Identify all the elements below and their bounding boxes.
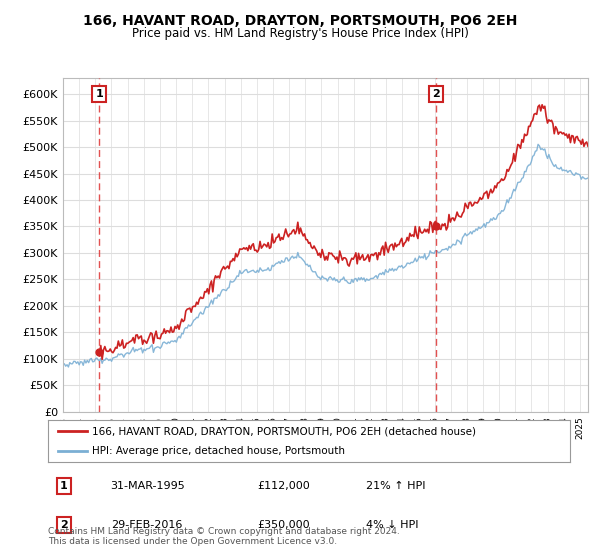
Text: HPI: Average price, detached house, Portsmouth: HPI: Average price, detached house, Port… bbox=[92, 446, 346, 456]
Text: 31-MAR-1995: 31-MAR-1995 bbox=[110, 481, 185, 491]
Text: Contains HM Land Registry data © Crown copyright and database right 2024.
This d: Contains HM Land Registry data © Crown c… bbox=[48, 526, 400, 546]
Text: 1: 1 bbox=[60, 481, 68, 491]
Text: £350,000: £350,000 bbox=[257, 520, 310, 530]
Text: Price paid vs. HM Land Registry's House Price Index (HPI): Price paid vs. HM Land Registry's House … bbox=[131, 27, 469, 40]
Text: 4% ↓ HPI: 4% ↓ HPI bbox=[367, 520, 419, 530]
Text: 2: 2 bbox=[60, 520, 68, 530]
Text: 1: 1 bbox=[95, 89, 103, 99]
Text: 166, HAVANT ROAD, DRAYTON, PORTSMOUTH, PO6 2EH: 166, HAVANT ROAD, DRAYTON, PORTSMOUTH, P… bbox=[83, 14, 517, 28]
Text: 166, HAVANT ROAD, DRAYTON, PORTSMOUTH, PO6 2EH (detached house): 166, HAVANT ROAD, DRAYTON, PORTSMOUTH, P… bbox=[92, 426, 476, 436]
Text: 29-FEB-2016: 29-FEB-2016 bbox=[110, 520, 182, 530]
Text: £112,000: £112,000 bbox=[257, 481, 310, 491]
Text: 2: 2 bbox=[433, 89, 440, 99]
Text: 21% ↑ HPI: 21% ↑ HPI bbox=[367, 481, 426, 491]
